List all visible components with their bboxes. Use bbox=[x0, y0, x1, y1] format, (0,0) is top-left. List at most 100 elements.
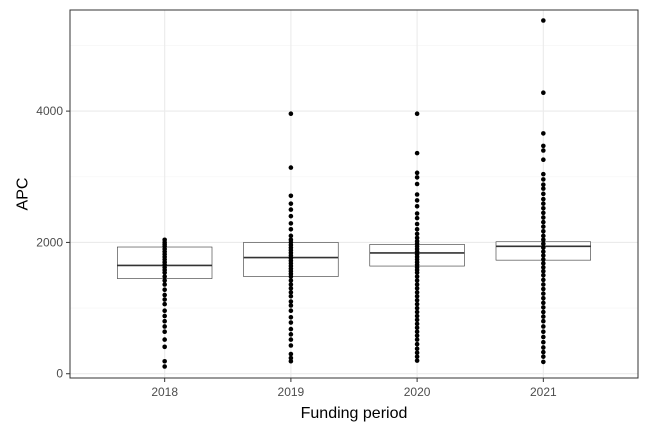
data-point bbox=[541, 286, 546, 292]
data-point bbox=[541, 295, 546, 301]
data-point bbox=[162, 282, 167, 287]
data-point bbox=[414, 111, 420, 117]
data-point bbox=[414, 346, 420, 352]
data-point bbox=[541, 233, 546, 239]
data-point bbox=[541, 171, 546, 177]
data-point bbox=[288, 314, 294, 320]
data-point bbox=[162, 274, 167, 279]
data-point bbox=[414, 337, 420, 342]
data-point bbox=[541, 219, 546, 225]
data-point bbox=[414, 235, 420, 241]
data-point bbox=[541, 345, 546, 350]
y-axis-title: APC bbox=[15, 178, 32, 211]
data-point bbox=[162, 337, 167, 342]
data-point bbox=[541, 205, 546, 211]
data-point bbox=[414, 341, 420, 347]
x-tick-label: 2021 bbox=[530, 385, 557, 399]
data-point bbox=[414, 238, 420, 244]
data-point bbox=[541, 210, 546, 216]
data-point bbox=[541, 291, 546, 296]
data-point bbox=[541, 182, 546, 187]
data-point bbox=[414, 170, 420, 176]
data-point bbox=[288, 351, 294, 357]
data-point bbox=[162, 324, 167, 329]
data-point bbox=[414, 290, 420, 295]
data-point bbox=[414, 231, 420, 237]
data-point bbox=[541, 253, 546, 258]
data-point bbox=[541, 265, 546, 270]
data-point bbox=[541, 186, 546, 191]
data-point bbox=[541, 261, 546, 266]
data-point bbox=[288, 343, 294, 348]
data-point bbox=[162, 329, 167, 335]
data-point bbox=[288, 290, 294, 295]
data-point bbox=[162, 318, 167, 324]
data-point bbox=[541, 143, 546, 149]
data-point bbox=[541, 272, 546, 278]
data-point bbox=[288, 358, 294, 364]
data-point bbox=[288, 293, 294, 299]
y-tick-label: 0 bbox=[56, 367, 63, 381]
data-point bbox=[541, 18, 546, 23]
data-point bbox=[541, 339, 546, 345]
data-point bbox=[414, 329, 420, 335]
data-point bbox=[541, 177, 546, 182]
y-tick-label: 2000 bbox=[36, 235, 63, 249]
data-point bbox=[414, 211, 420, 216]
data-point bbox=[541, 224, 546, 229]
data-point bbox=[541, 257, 546, 262]
data-point bbox=[414, 333, 420, 338]
data-point bbox=[288, 111, 294, 117]
data-point bbox=[288, 226, 294, 232]
data-point bbox=[414, 321, 420, 327]
data-point bbox=[541, 241, 546, 247]
data-point bbox=[162, 344, 167, 350]
data-point bbox=[414, 309, 420, 315]
data-point bbox=[541, 359, 546, 365]
data-point bbox=[414, 358, 420, 363]
data-point bbox=[541, 196, 546, 202]
data-point bbox=[162, 287, 167, 292]
data-point bbox=[414, 181, 420, 187]
data-point bbox=[162, 292, 167, 298]
data-point bbox=[541, 228, 546, 234]
data-point bbox=[414, 192, 420, 197]
data-point bbox=[541, 201, 546, 206]
data-point bbox=[541, 277, 546, 283]
data-point bbox=[414, 354, 420, 359]
data-point bbox=[414, 350, 420, 356]
data-point bbox=[414, 301, 420, 307]
panel-border bbox=[69, 9, 639, 379]
data-point bbox=[414, 305, 420, 311]
data-point bbox=[541, 90, 546, 96]
data-point bbox=[541, 191, 546, 197]
data-point bbox=[162, 364, 167, 369]
data-point bbox=[414, 198, 420, 203]
data-point bbox=[288, 278, 294, 283]
data-point bbox=[541, 305, 546, 310]
data-point bbox=[288, 165, 294, 170]
x-tick-label: 2018 bbox=[151, 385, 178, 399]
data-point bbox=[541, 245, 546, 250]
x-tick-label: 2020 bbox=[404, 385, 431, 399]
data-point bbox=[288, 221, 294, 226]
data-point bbox=[288, 282, 294, 287]
data-point bbox=[541, 324, 546, 329]
data-point bbox=[414, 274, 420, 279]
data-point bbox=[541, 249, 546, 254]
data-point bbox=[541, 269, 546, 274]
axis-ticks: 0 2000 4000 2018 2019 2020 2021 bbox=[36, 104, 557, 399]
data-point bbox=[288, 337, 294, 342]
point-layer bbox=[162, 18, 546, 369]
data-point bbox=[541, 314, 546, 319]
data-point bbox=[414, 215, 420, 221]
data-point bbox=[162, 358, 167, 364]
data-point bbox=[288, 233, 294, 239]
data-point bbox=[414, 282, 420, 287]
data-point bbox=[288, 308, 294, 314]
data-point bbox=[541, 300, 546, 306]
data-point bbox=[288, 193, 294, 199]
data-point bbox=[288, 320, 294, 325]
y-tick-label: 4000 bbox=[36, 104, 63, 118]
